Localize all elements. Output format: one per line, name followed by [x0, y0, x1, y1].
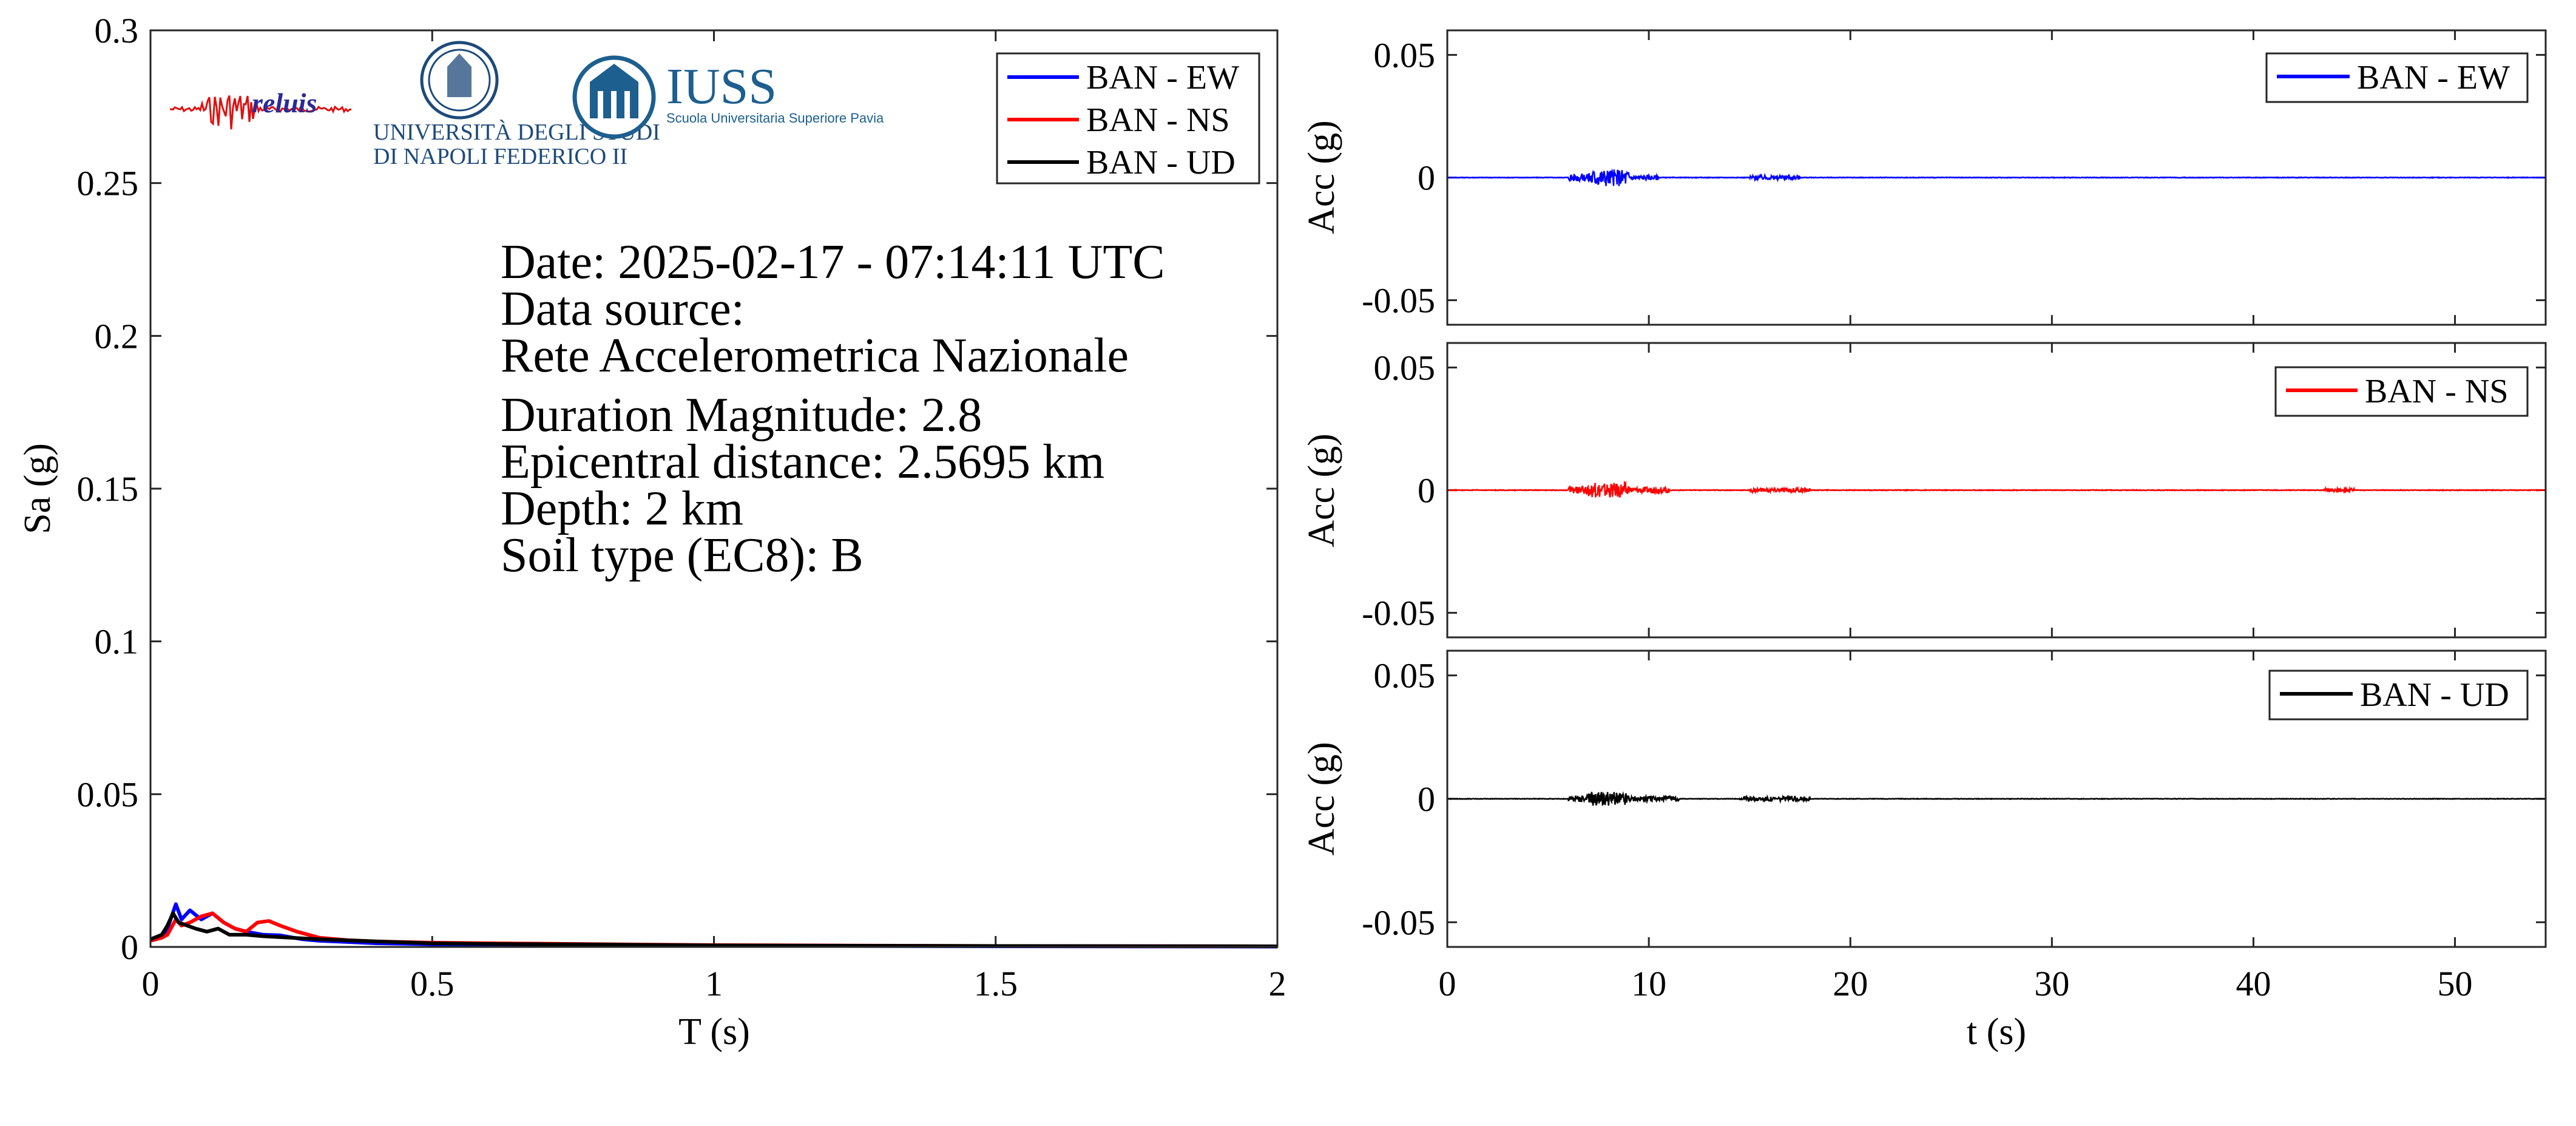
time-x-tick-label: 30 — [2034, 964, 2069, 1003]
ns-plot-frame — [1446, 342, 2547, 639]
legend-label-ew: BAN - EW — [1086, 59, 1239, 97]
iuss-logo-subtitle: Scuola Universitaria Superiore Pavia — [666, 110, 884, 126]
event-date: Date: 2025-02-17 - 07:14:11 UTC — [501, 236, 1165, 289]
ns-y-tick-label: -0.05 — [1362, 594, 1435, 633]
ud-legend: BAN - UD — [2268, 670, 2529, 721]
ud-acceleration-series — [1447, 791, 2546, 807]
spectrum-y-tick-label: 0.25 — [77, 164, 139, 203]
spectrum-y-tick-label: 0.05 — [77, 775, 139, 814]
event-soil-type: Soil type (EC8): B — [501, 529, 864, 582]
ns-acceleration-series — [1447, 480, 2546, 498]
ew-y-tick-label: 0.05 — [1374, 35, 1436, 75]
ns-y-tick-label: 0 — [1418, 471, 1435, 510]
ns-legend-label: BAN - NS — [2365, 373, 2508, 410]
ew-acceleration-series — [1447, 168, 2546, 186]
time-x-tick-label: 10 — [1631, 964, 1666, 1003]
ns-y-axis-label: Acc (g) — [1301, 433, 1342, 548]
event-distance: Epicentral distance: 2.5695 km — [501, 435, 1104, 489]
event-source-label: Data source: — [501, 282, 745, 336]
spectrum-y-tick-label: 0.15 — [77, 469, 139, 509]
ud-y-tick-label: 0.05 — [1374, 656, 1436, 696]
time-x-tick-label: 0 — [1439, 964, 1456, 1003]
ew-plot-frame — [1446, 29, 2547, 326]
spectrum-y-tick-label: 0.1 — [95, 622, 139, 662]
spectrum-x-tick-label: 2 — [1269, 964, 1286, 1003]
ew-y-tick-label: -0.05 — [1362, 281, 1435, 321]
spectrum-plot-frame — [149, 29, 1279, 948]
ew-legend: BAN - EW — [2265, 52, 2529, 103]
time-x-tick-label: 50 — [2438, 964, 2473, 1003]
spectrum-y-tick-label: 0.2 — [95, 316, 139, 356]
time-x-tick-label: 20 — [1833, 964, 1868, 1003]
spectrum-series-ud — [149, 911, 1278, 948]
spectrum-y-tick-label: 0.3 — [95, 11, 139, 50]
iuss-logo-name: IUSS — [666, 58, 777, 115]
time-history-series-group — [1447, 168, 2546, 807]
ew-legend-label: BAN - EW — [2357, 59, 2510, 97]
ud-y-axis-label: Acc (g) — [1301, 742, 1342, 856]
legend-label-ud: BAN - UD — [1086, 144, 1236, 181]
spectrum-y-tick-label: 0 — [121, 928, 138, 967]
iuss-logo: IUSS Scuola Universitaria Superiore Pavi… — [572, 55, 884, 139]
ud-legend-label: BAN - UD — [2360, 676, 2509, 714]
reluis-logo: reluis — [169, 87, 352, 130]
reluis-logo-text: reluis — [252, 87, 317, 118]
spectrum-x-axis-label: T (s) — [678, 1011, 750, 1053]
spectrum-legend: BAN - EW BAN - NS BAN - UD — [996, 52, 1260, 185]
event-info: Date: 2025-02-17 - 07:14:11 UTC Data sou… — [501, 236, 1165, 582]
time-x-tick-label: 40 — [2236, 964, 2271, 1003]
legend-label-ns: BAN - NS — [1086, 101, 1229, 139]
spectrum-x-tick-label: 1.5 — [974, 964, 1018, 1003]
ud-plot-frame — [1446, 649, 2547, 948]
spectrum-x-tick-label: 0 — [142, 964, 160, 1003]
ew-y-axis-label: Acc (g) — [1301, 120, 1342, 234]
ns-legend: BAN - NS — [2274, 366, 2529, 417]
event-depth: Depth: 2 km — [501, 482, 743, 535]
event-source-name: Rete Accelerometrica Nazionale — [501, 329, 1129, 382]
ud-y-tick-label: -0.05 — [1362, 903, 1435, 942]
spectrum-series-group — [149, 902, 1278, 949]
ns-y-tick-label: 0.05 — [1374, 348, 1436, 387]
ew-y-tick-label: 0 — [1418, 158, 1435, 198]
unina-logo-line2: DI NAPOLI FEDERICO II — [373, 144, 627, 169]
spectrum-axes: 0 0.5 1 1.5 2 0 0.05 0.1 0.15 0.2 0.25 0.3 — [77, 11, 1286, 1003]
spectrum-x-tick-label: 1 — [705, 964, 723, 1003]
spectrum-y-axis-label: Sa (g) — [17, 443, 58, 534]
time-x-axis-label: t (s) — [1967, 1011, 2026, 1053]
spectrum-x-tick-label: 0.5 — [410, 964, 455, 1003]
ud-y-tick-label: 0 — [1418, 779, 1435, 819]
event-magnitude: Duration Magnitude: 2.8 — [501, 388, 982, 442]
